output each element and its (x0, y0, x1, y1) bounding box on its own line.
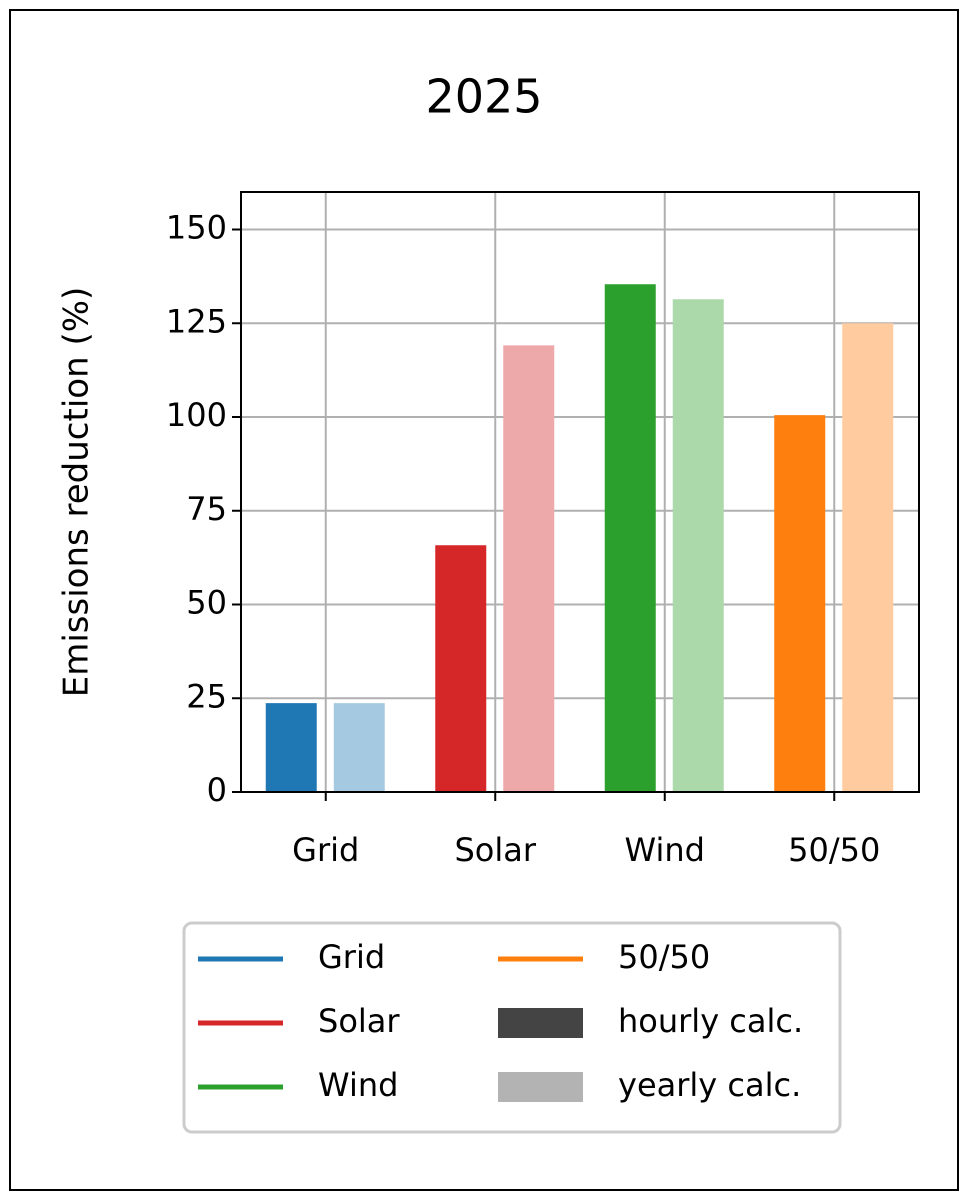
y-tick-label: 25 (186, 677, 227, 715)
legend-label: Wind (318, 1066, 398, 1104)
bar (774, 415, 826, 792)
legend-patch (498, 1008, 583, 1038)
y-tick-label: 150 (166, 209, 227, 247)
chart-title: 2025 (425, 70, 542, 124)
legend-label: Solar (318, 1002, 400, 1040)
y-tick-label: 100 (166, 396, 227, 434)
legend-label: Grid (318, 938, 385, 976)
x-tick-label: Wind (625, 831, 705, 869)
y-tick-label: 125 (166, 302, 227, 340)
legend-patch (498, 1072, 583, 1102)
bar (503, 345, 555, 792)
bar (604, 284, 656, 792)
bar (333, 703, 385, 792)
x-tick-label: Grid (292, 831, 359, 869)
bar (842, 323, 894, 792)
y-axis-label: Emissions reduction (%) (57, 287, 97, 698)
bar (672, 299, 724, 792)
bar (435, 545, 487, 792)
legend-label: hourly calc. (618, 1002, 803, 1040)
x-tick-label: Solar (454, 831, 536, 869)
bar (265, 703, 317, 792)
plot-frame (240, 191, 920, 793)
legend-label: 50/50 (618, 938, 710, 976)
y-tick-label: 0 (207, 771, 227, 809)
x-tick-label: 50/50 (788, 831, 880, 869)
y-tick-label: 50 (186, 584, 227, 622)
y-tick-label: 75 (186, 490, 227, 528)
legend-label: yearly calc. (618, 1066, 801, 1104)
